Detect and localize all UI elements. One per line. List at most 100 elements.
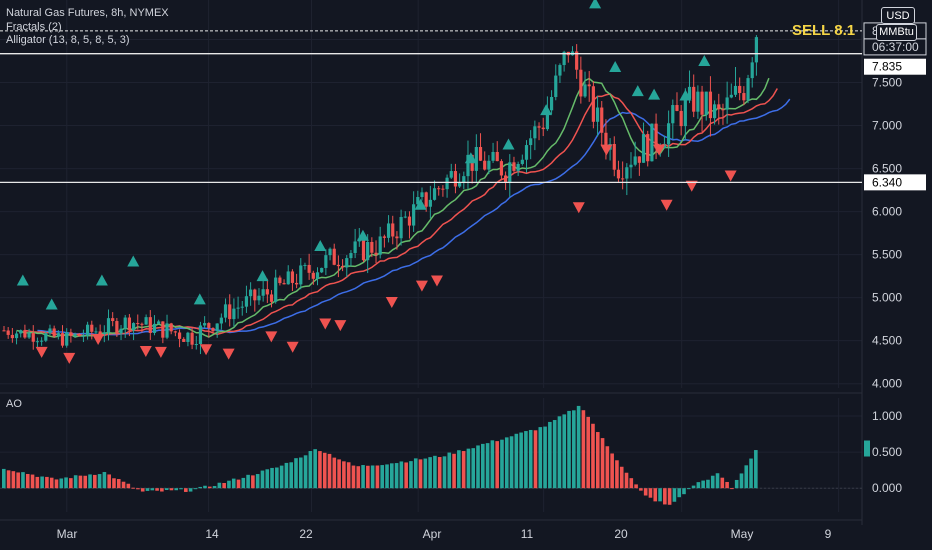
unit-button[interactable]: MMBtu [876,24,917,41]
ao-bar [490,440,495,489]
ao-bar [332,457,337,489]
candle-body [219,317,223,324]
candle-body [345,258,349,268]
candle-body [399,216,403,239]
ao-bar [418,459,423,489]
ao-bar [385,464,389,489]
candle-body [299,265,303,285]
ao-bar [361,465,365,489]
ao-bar [366,465,370,489]
candle-body [249,289,253,297]
candle-body [65,332,69,346]
ao-bar [543,426,547,489]
candle-body [23,330,27,338]
ao-bar [428,457,432,489]
ao-bar [222,482,226,489]
horizontal-levels[interactable] [0,30,862,183]
candle-body [324,255,328,268]
ao-bar [461,451,466,489]
candle-body [81,335,86,337]
ao-bar [591,423,595,489]
currency-button[interactable]: USD [881,7,915,24]
ao-bar [179,488,183,490]
price-tick-label: 6.500 [872,162,902,176]
candle-body [449,171,453,178]
candle-body [90,324,94,332]
candle-body [554,75,558,97]
ao-bar [394,463,399,489]
ao-bar [514,433,519,489]
candle-body [31,332,35,342]
ao-bar [686,488,691,490]
ao-bar [88,474,92,489]
ao-bar [696,482,701,489]
ao-indicator-label[interactable]: AO [6,398,22,410]
candle-body [94,331,98,333]
ao-bar [576,405,581,489]
candle-body [261,289,265,296]
candle-body [215,323,219,332]
time-tick-label: 20 [614,527,628,541]
ao-bar [97,474,102,489]
ao-bar [298,457,303,489]
candle-body [161,321,165,338]
support-badge-box [864,174,926,191]
candle-body [265,289,269,295]
candle-body [667,123,671,145]
candle-body [2,330,6,332]
ao-bar [725,481,729,489]
candle-body [575,51,579,70]
candle-body [311,272,315,279]
candle-body [637,156,641,163]
indicator-alligator[interactable]: Alligator (13, 8, 5, 8, 5, 3) [6,34,130,46]
candle-body [487,160,491,170]
ao-bar [318,451,322,489]
time-axis[interactable]: Mar 14 22 Apr 11 20 May 9 [57,527,832,541]
ao-bar [265,469,270,489]
ao-histogram [0,405,862,505]
candle-body [428,199,432,207]
candle-body [211,327,215,332]
ao-bar [667,488,672,505]
candle-body [407,216,412,226]
fractal-down-marker [286,341,299,353]
ao-bar [69,478,73,489]
price-axis[interactable]: 4.000 4.500 5.000 5.500 6.000 6.500 7.000 7.500… [872,33,902,496]
fractal-down-marker [600,144,613,156]
candle-body [27,332,31,338]
candle-body [98,331,102,335]
fractal-down-marker [265,331,278,343]
ao-bar [595,432,600,489]
ao-bar [653,488,658,502]
ao-bar [682,488,686,495]
ao-bar [663,488,667,505]
fractal-up-marker [502,138,515,150]
ao-bar [294,458,298,489]
ao-bar [270,467,274,489]
price-tick-label: 4.500 [872,334,902,348]
ao-bar [289,462,294,489]
candle-body [52,328,56,337]
fractal-down-marker [63,352,76,364]
ao-bar [45,476,49,489]
candle-body [537,126,541,128]
candle-body [236,307,240,309]
ao-bar [605,446,610,489]
ao-bar [35,476,40,489]
candle-body [495,151,499,162]
symbol-title[interactable]: Natural Gas Futures, 8h, NYMEX [6,7,169,19]
ao-tick-label: 1.000 [872,409,902,423]
time-tick-label: May [731,527,754,541]
candle-body [420,192,424,198]
candle-body [512,162,516,171]
fractals [16,0,737,364]
fractal-down-marker [572,202,585,214]
ao-bar [586,416,590,489]
candle-body [478,147,483,161]
indicator-fractals[interactable]: Fractals (2) [6,20,62,33]
ao-bar [11,471,16,489]
price-tick-label: 5.500 [872,248,902,262]
candle-body [721,109,725,111]
ao-bar [140,488,145,492]
